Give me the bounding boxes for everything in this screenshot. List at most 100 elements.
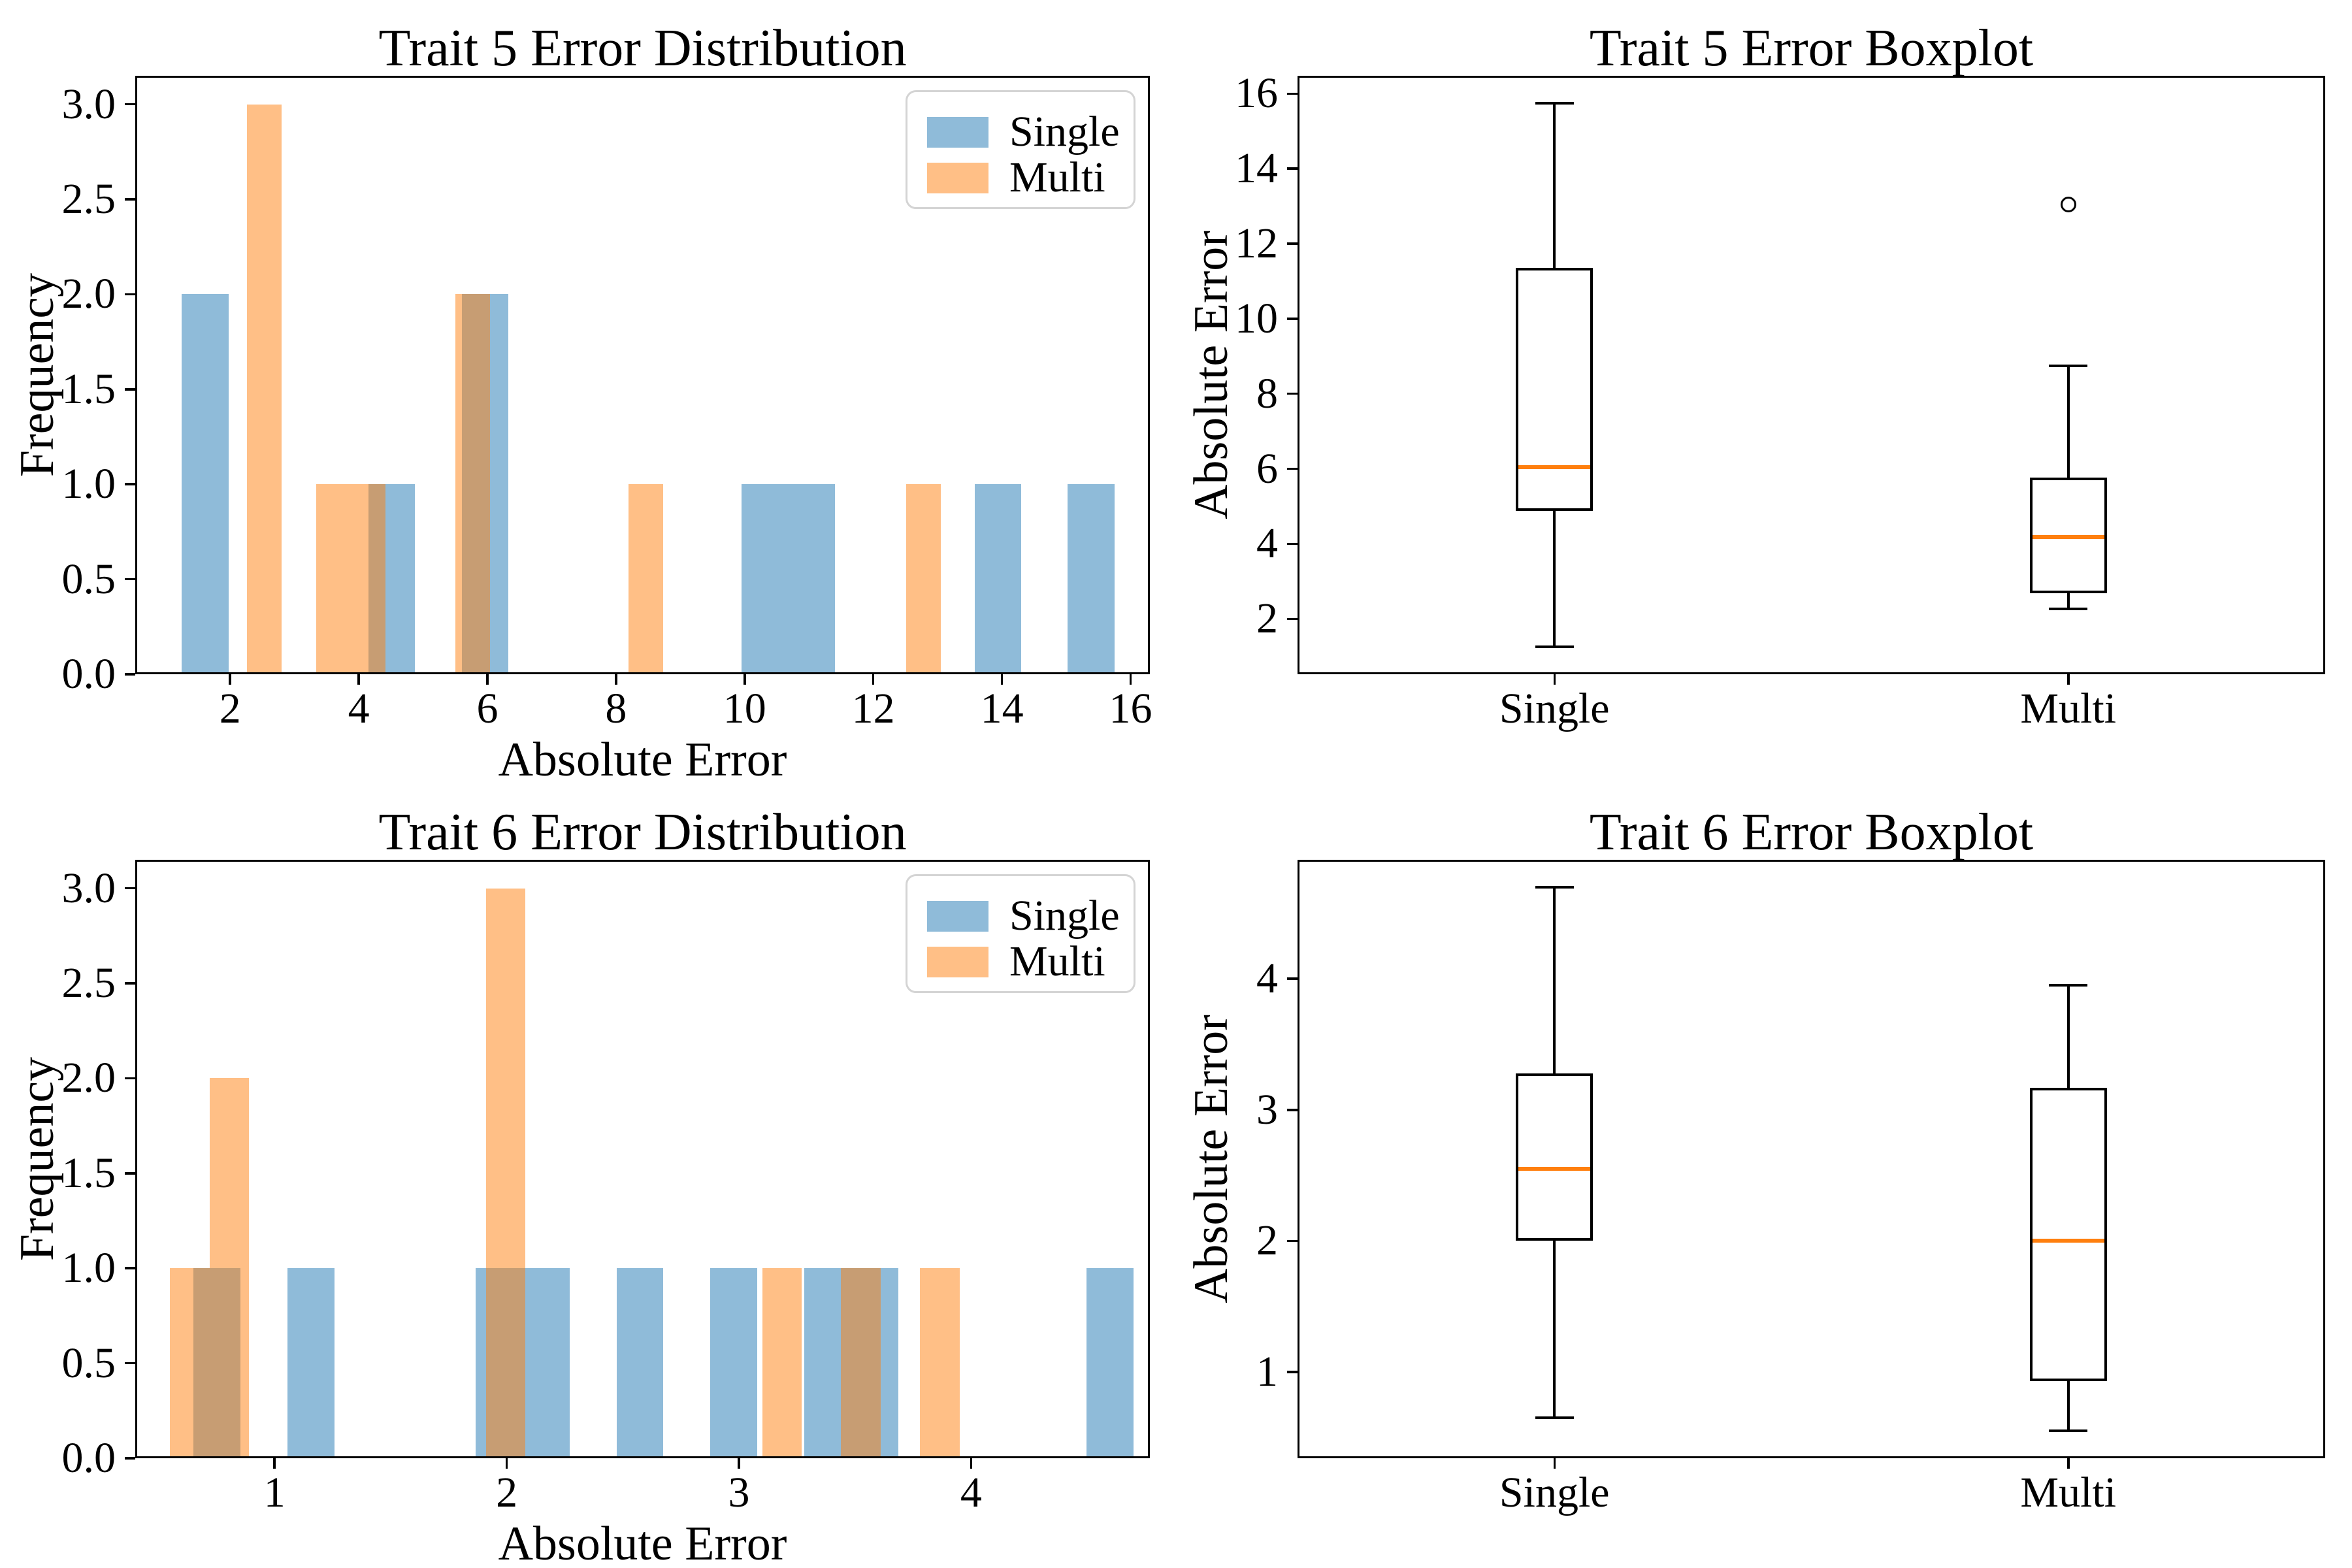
hist-bar-multi: [246, 104, 282, 674]
hist-bar-multi: [841, 1268, 881, 1458]
y-tick: [1287, 617, 1298, 621]
box-iqr: [2029, 477, 2107, 593]
y-tick-label: 2.5: [61, 175, 116, 223]
whisker-lower: [1553, 1241, 1556, 1418]
legend-entry: Single: [927, 109, 1120, 155]
hist-bar-single: [974, 484, 1022, 674]
x-tick: [229, 674, 231, 685]
hist-bar-single: [741, 484, 789, 674]
y-tick-label: 4: [1256, 519, 1278, 568]
axes-spines: [1298, 860, 2325, 1458]
y-tick: [125, 1077, 135, 1080]
y-tick-label: 2.0: [61, 1054, 116, 1102]
plot-title: Trait 5 Error Boxplot: [1589, 20, 2034, 77]
x-tick-label: 1: [263, 1469, 286, 1516]
legend-label: Single: [1009, 892, 1120, 939]
y-tick: [1287, 242, 1298, 245]
y-tick: [125, 198, 135, 201]
x-tick-label: 12: [851, 685, 895, 732]
y-tick: [1287, 977, 1298, 980]
y-tick-label: 12: [1235, 219, 1278, 267]
x-tick-label: 16: [1109, 685, 1152, 732]
x-tick-label: 6: [476, 685, 498, 732]
whisker-cap-upper: [2049, 364, 2088, 367]
x-tick: [486, 674, 489, 685]
axes-spines: [135, 860, 1150, 1458]
x-tick: [505, 1458, 508, 1469]
hist-bar-multi: [920, 1268, 960, 1458]
y-tick-label: 3: [1256, 1085, 1278, 1134]
y-tick-label: 16: [1235, 69, 1278, 118]
hist-bar-multi: [170, 1268, 210, 1458]
y-tick-label: 14: [1235, 144, 1278, 193]
single-swatch-icon: [927, 900, 988, 932]
y-tick-label: 2.5: [61, 959, 116, 1007]
y-tick: [1287, 318, 1298, 320]
hist-bar-single: [182, 294, 229, 674]
box-iqr: [1516, 268, 1593, 511]
x-tick: [1553, 674, 1556, 685]
x-tick-label: Single: [1499, 1469, 1610, 1516]
whisker-cap-upper: [1535, 101, 1574, 105]
median-line: [1518, 1167, 1591, 1171]
y-tick: [125, 1457, 135, 1460]
y-tick-label: 4: [1256, 955, 1278, 1003]
axes-spines: [1298, 76, 2325, 674]
hist-bar-multi: [316, 484, 351, 674]
hist-bar-single: [616, 1268, 664, 1458]
x-tick-label: 14: [980, 685, 1024, 732]
x-tick-label: 8: [605, 685, 627, 732]
single-swatch-icon: [927, 116, 988, 148]
box-iqr: [1516, 1073, 1593, 1241]
x-tick: [2067, 1458, 2070, 1469]
y-tick: [125, 103, 135, 106]
whisker-cap-upper: [2049, 984, 2088, 987]
legend-label: Single: [1009, 108, 1120, 155]
hist-bar-multi: [351, 484, 386, 674]
y-tick-label: 1.0: [61, 1244, 116, 1292]
y-tick: [125, 578, 135, 581]
whisker-cap-lower: [1535, 645, 1574, 649]
hist-bar-single: [1068, 484, 1115, 674]
y-tick-label: 0.5: [61, 555, 116, 603]
median-line: [2032, 1239, 2104, 1243]
x-tick: [1000, 674, 1004, 685]
hist-bar-single: [788, 484, 835, 674]
x-tick: [738, 1458, 740, 1469]
outlier-marker: [2060, 196, 2076, 212]
x-tick-label: Single: [1499, 685, 1610, 732]
x-tick-label: 4: [960, 1469, 982, 1516]
x-tick: [1129, 674, 1132, 685]
whisker-lower: [2066, 1381, 2070, 1431]
y-tick: [1287, 1371, 1298, 1373]
x-tick: [2067, 674, 2070, 685]
x-tick-label: 10: [723, 685, 766, 732]
y-tick-label: 10: [1235, 294, 1278, 342]
whisker-cap-lower: [2049, 608, 2088, 611]
hist-bar-multi: [628, 484, 663, 674]
hist-bar-multi: [455, 294, 490, 674]
x-tick: [970, 1458, 973, 1469]
legend-entry: Single: [927, 893, 1120, 939]
whisker-upper: [1553, 887, 1556, 1073]
y-tick: [125, 388, 135, 391]
y-tick: [125, 1267, 135, 1269]
whisker-upper: [2066, 985, 2070, 1088]
y-tick: [125, 293, 135, 296]
hist-bar-multi: [209, 1078, 250, 1458]
y-tick: [1287, 1109, 1298, 1111]
whisker-lower: [2066, 593, 2070, 610]
plot-title: Trait 6 Error Distribution: [378, 804, 907, 861]
y-tick-label: 0.0: [61, 1434, 116, 1482]
legend-entry: Multi: [927, 155, 1114, 201]
y-tick: [125, 1362, 135, 1365]
multi-swatch-icon: [927, 162, 988, 193]
y-tick-label: 3.0: [61, 864, 116, 912]
x-tick: [615, 674, 617, 685]
y-tick: [125, 673, 135, 676]
x-tick: [1553, 1458, 1556, 1469]
x-tick: [357, 674, 360, 685]
median-line: [1518, 465, 1591, 469]
y-tick-label: 0.0: [61, 650, 116, 698]
